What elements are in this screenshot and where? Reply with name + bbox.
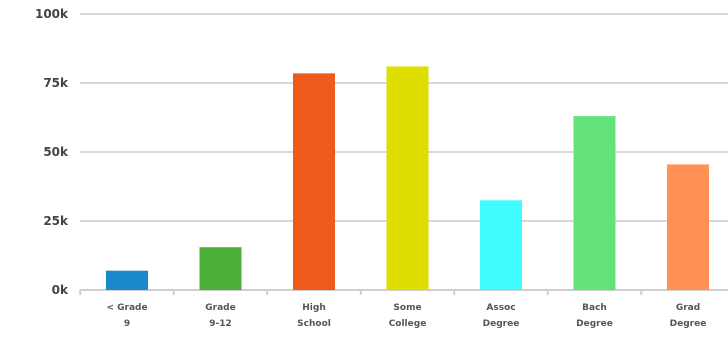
x-tick-label: Degree bbox=[483, 319, 520, 329]
bar bbox=[480, 200, 522, 290]
y-tick-label: 50k bbox=[43, 145, 69, 159]
x-tick-label: College bbox=[389, 319, 427, 329]
x-tick-label: 9-12 bbox=[209, 319, 232, 329]
y-tick-label: 25k bbox=[43, 214, 69, 228]
x-tick-label: High bbox=[302, 303, 325, 313]
bar bbox=[386, 66, 429, 290]
bar bbox=[106, 270, 148, 290]
x-tick-label: Grade bbox=[205, 303, 235, 313]
x-axis-ticks: < Grade 9 Grade 9-12 High School Some College As… bbox=[79, 290, 707, 329]
bar bbox=[293, 73, 335, 290]
x-tick-label: Degree bbox=[670, 319, 707, 329]
y-axis-ticks: 0k 25k 50k 75k 100k bbox=[35, 7, 69, 297]
bar bbox=[667, 164, 709, 290]
y-tick-label: 0k bbox=[52, 283, 69, 297]
y-tick-label: 75k bbox=[43, 76, 69, 90]
y-tick-label: 100k bbox=[35, 7, 69, 21]
x-tick-label: Some bbox=[393, 303, 421, 313]
bar bbox=[573, 116, 616, 291]
bars bbox=[106, 66, 709, 291]
x-tick-label: 9 bbox=[124, 319, 130, 329]
x-tick-label: Grad bbox=[676, 303, 700, 313]
x-tick-label: Bach bbox=[582, 303, 607, 313]
x-tick-label: Degree bbox=[576, 319, 613, 329]
x-tick-label: < Grade bbox=[106, 303, 147, 313]
bar bbox=[199, 247, 242, 290]
x-tick-label: School bbox=[297, 319, 331, 329]
x-tick-label: Assoc bbox=[486, 303, 515, 313]
